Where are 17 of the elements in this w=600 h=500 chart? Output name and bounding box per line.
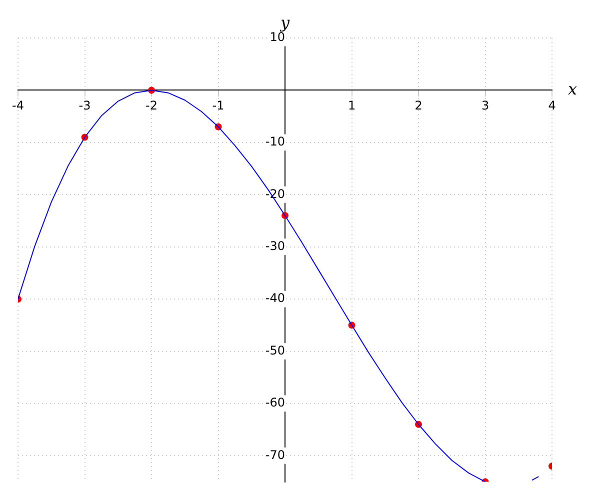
y-tick-label: 10 (270, 30, 285, 44)
y-tick-label: -30 (265, 238, 285, 253)
x-tick-label: 1 (348, 98, 356, 113)
y-tick-label: -60 (265, 396, 285, 410)
x-tick-label: -1 (212, 98, 224, 113)
x-axis-title: x (568, 79, 578, 98)
x-tick-label: -3 (78, 98, 91, 113)
x-tick-label: -4 (12, 98, 24, 113)
y-tick-label: -10 (265, 134, 285, 149)
x-tick-label: 2 (414, 98, 422, 113)
y-axis-title: y (279, 13, 290, 32)
x-tick-label: -2 (146, 98, 158, 113)
x-tick-label: 4 (548, 98, 556, 113)
x-tick-label: 3 (481, 98, 490, 113)
y-tick-label: -50 (265, 343, 285, 358)
y-tick-label: -40 (265, 291, 285, 306)
y-tick-label: -70 (265, 448, 285, 462)
